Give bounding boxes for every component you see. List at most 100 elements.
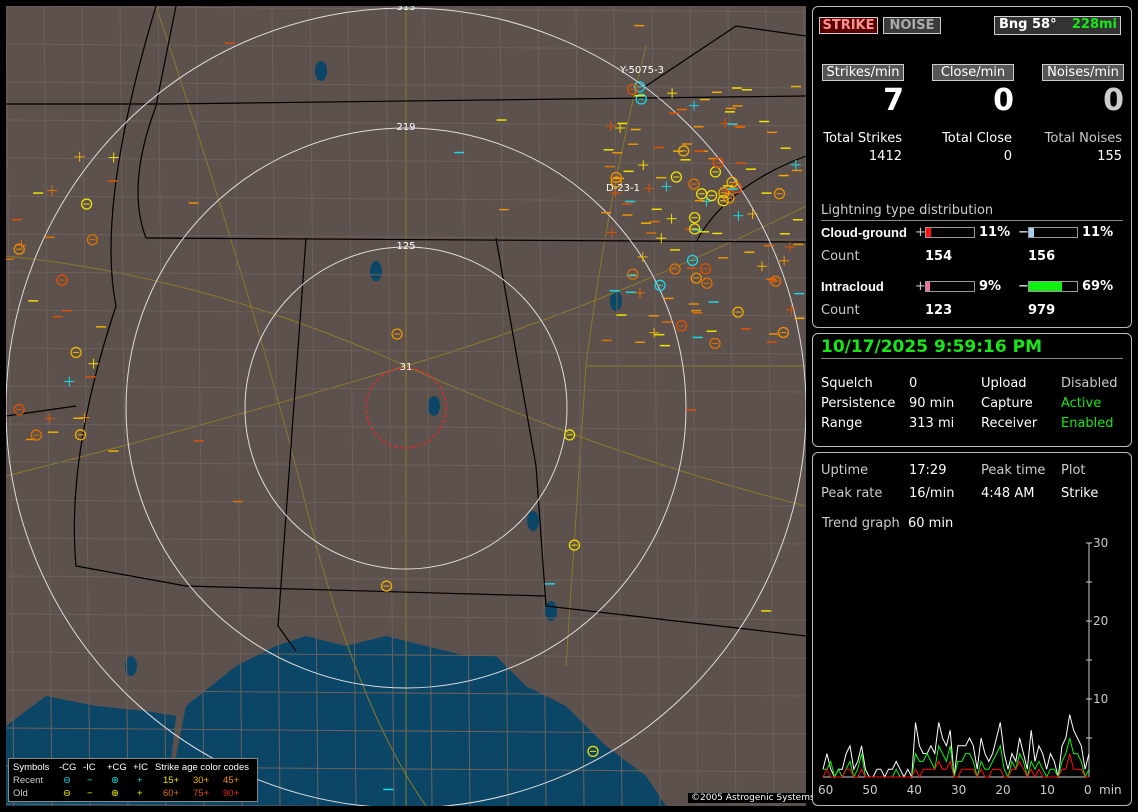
- range-ring: [244, 246, 568, 570]
- strike-marker-cg: [732, 306, 744, 318]
- county-line: [6, 385, 806, 393]
- county-line: [6, 651, 806, 659]
- x-tick-label: 40: [907, 783, 922, 797]
- legend-symbol-icon: +: [137, 775, 143, 786]
- highway: [565, 45, 647, 667]
- pos-sign: +: [915, 225, 926, 240]
- strike-marker-cg: [675, 320, 688, 332]
- ring-label-219: 219: [396, 122, 416, 133]
- uptime-value: 17:29: [909, 463, 947, 478]
- strike-marker-cg: [699, 263, 712, 275]
- strike-marker-cg: [74, 429, 87, 441]
- county-line: [309, 6, 319, 806]
- legend-row-label: Recent: [13, 775, 44, 786]
- legend-header: +IC: [133, 762, 149, 773]
- trend-value[interactable]: 60 min: [908, 516, 954, 531]
- strike-marker-cg: [627, 268, 639, 280]
- lake: [125, 656, 137, 676]
- county-line: [6, 689, 806, 697]
- uptime-label: Uptime: [821, 463, 869, 478]
- lightning-map[interactable]: 31 125 219 313 Y-5075-3 D-23-1: [6, 6, 806, 806]
- strike-marker-cg: [13, 403, 25, 416]
- strike-marker-cg: [610, 176, 622, 188]
- strike-marker-cg: [686, 254, 699, 266]
- strike-marker-cg: [563, 429, 576, 441]
- peak-time-value: 4:48 AM: [981, 486, 1035, 501]
- legend-symbol-icon: ⊕: [111, 788, 119, 799]
- storm-label[interactable]: D-23-1: [606, 183, 641, 194]
- county-line: [613, 6, 623, 806]
- neg-pct: 11%: [1082, 225, 1114, 240]
- age-code: 60+: [163, 788, 180, 799]
- legend-symbol-icon: ⊖: [63, 788, 71, 799]
- status-value: Enabled: [1061, 416, 1114, 431]
- total-noises-value: 155: [1097, 149, 1122, 164]
- noise-button[interactable]: NOISE: [883, 17, 941, 34]
- state-boundary: [495, 237, 806, 637]
- status-value: 0: [909, 376, 918, 391]
- age-code: 45+: [223, 775, 240, 786]
- county-line: [6, 537, 806, 545]
- storm-label[interactable]: Y-5075-3: [620, 65, 664, 76]
- neg-pct: 69%: [1082, 279, 1114, 294]
- status-panel: 10/17/2025 9:59:16 PM Squelch 0 Upload Disa…: [812, 333, 1132, 447]
- strike-marker-cg: [773, 188, 786, 200]
- age-code: 15+: [163, 775, 180, 786]
- state-boundary: [6, 95, 806, 105]
- strike-marker-cg: [80, 198, 93, 210]
- strike-marker-cg: [56, 274, 68, 286]
- age-code: 30+: [193, 775, 210, 786]
- county-line: [6, 347, 806, 355]
- strikes-per-min-button[interactable]: Strikes/min: [822, 64, 904, 81]
- county-line: [575, 6, 585, 806]
- pos-pct: 11%: [979, 225, 1011, 240]
- stats-panel: Uptime 17:29 Peak time Plot Peak rate 16…: [812, 452, 1132, 806]
- legend-symbol-icon: ⊖: [63, 775, 71, 786]
- lake: [610, 291, 622, 311]
- x-tick-label: 10: [1040, 783, 1055, 797]
- county-line: [765, 6, 775, 806]
- county-line: [689, 6, 699, 806]
- legend-symbol-icon: −: [87, 788, 93, 799]
- status-label: Squelch: [821, 376, 873, 391]
- county-line: [81, 6, 91, 806]
- strike-button[interactable]: STRIKE: [819, 17, 878, 34]
- neg-sign: −: [1018, 279, 1029, 294]
- strike-marker-cg: [777, 326, 790, 339]
- status-label: Receiver: [981, 416, 1038, 431]
- county-line: [461, 6, 471, 806]
- county-line: [6, 6, 15, 806]
- total-strikes-value: 1412: [868, 149, 902, 164]
- copyright: ©2005 Astrogenic Systems: [688, 793, 818, 803]
- range-ring: [125, 127, 687, 689]
- state-boundary: [137, 6, 177, 239]
- strike-marker-cg: [688, 223, 701, 235]
- datetime: 10/17/2025 9:59:16 PM: [821, 337, 1042, 357]
- plot-value[interactable]: Strike: [1061, 486, 1099, 501]
- noises-per-min-button[interactable]: Noises/min: [1042, 64, 1124, 81]
- strike-marker-cg: [723, 192, 735, 204]
- ring-label-31: 31: [399, 362, 413, 373]
- total-noises-label: Total Noises: [1044, 131, 1122, 146]
- distribution-title: Lightning type distribution: [821, 203, 994, 218]
- county-line: [43, 6, 53, 806]
- pos-pct: 9%: [979, 279, 1002, 294]
- close-per-min-button[interactable]: Close/min: [932, 64, 1014, 81]
- legend-header: Symbols: [13, 762, 50, 773]
- pos-sign: +: [915, 279, 926, 294]
- range-ring: [6, 7, 806, 806]
- gulf-water: [166, 636, 666, 806]
- legend-header: +CG: [107, 762, 127, 773]
- strike-marker-cg: [688, 212, 701, 224]
- strike-marker-cg: [690, 272, 702, 284]
- status-label: Persistence: [821, 396, 896, 411]
- strike-marker-cg: [380, 580, 393, 592]
- peak-time-label: Peak time: [981, 463, 1046, 478]
- county-line: [537, 6, 547, 806]
- county-line: [6, 461, 806, 469]
- total-close-label: Total Close: [942, 131, 1012, 146]
- county-line: [6, 309, 806, 317]
- strike-marker-cg: [13, 243, 25, 255]
- strike-marker-cg: [391, 328, 403, 340]
- lake: [370, 261, 382, 281]
